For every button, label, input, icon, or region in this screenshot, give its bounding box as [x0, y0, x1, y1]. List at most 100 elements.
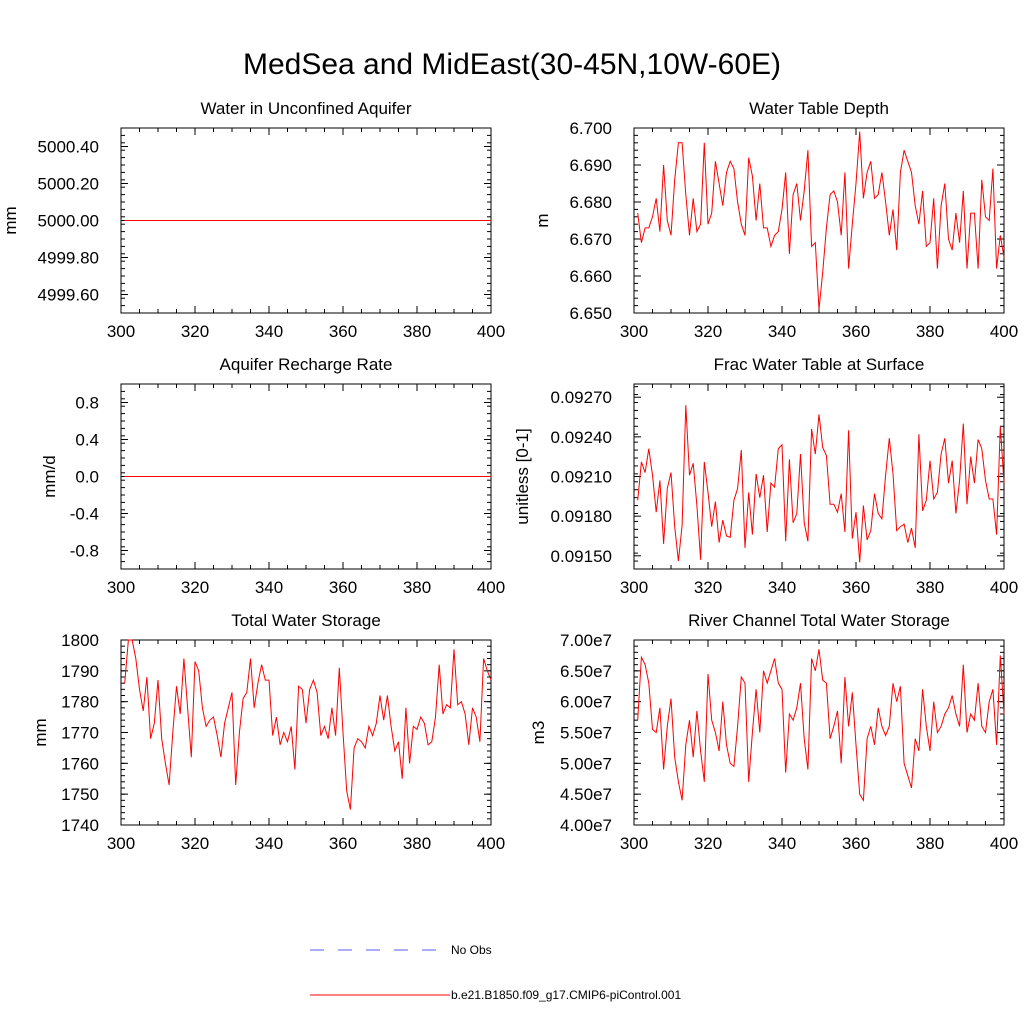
chart-panel-3: 300 320 340 360 380 400 -0.8 -0.4 0.0 0.4 0.8 Aquif… — [40, 355, 505, 597]
y-tick-label: 1800 — [61, 631, 99, 650]
x-tick-label: 400 — [477, 834, 505, 853]
y-tick-label: 0.8 — [75, 394, 99, 413]
y-tick-label: 0.4 — [75, 431, 99, 450]
y-tick-label: -0.8 — [70, 542, 99, 561]
y-tick-label: 4999.80 — [38, 249, 99, 268]
x-tick-label: 380 — [403, 834, 431, 853]
y-tick-label: 0.09270 — [551, 388, 612, 407]
y-tick-label: 6.690 — [569, 156, 612, 175]
y-tick-label: 1790 — [61, 662, 99, 681]
y-tick-label: 0.09210 — [551, 468, 612, 487]
x-tick-label: 300 — [107, 834, 135, 853]
x-tick-label: 400 — [990, 578, 1018, 597]
x-tick-label: 400 — [990, 834, 1018, 853]
plot-frame — [120, 639, 492, 826]
x-tick-label: 360 — [842, 322, 870, 341]
x-tick-label: 300 — [107, 322, 135, 341]
legend-obs-line — [310, 949, 450, 951]
x-tick-label: 340 — [768, 834, 796, 853]
x-tick-label: 400 — [477, 578, 505, 597]
x-tick-label: 340 — [255, 322, 283, 341]
plot-frame — [633, 383, 1005, 570]
y-tick-label: 0.09240 — [551, 428, 612, 447]
panel-title: River Channel Total Water Storage — [688, 611, 950, 630]
x-tick-label: 340 — [255, 834, 283, 853]
x-tick-label: 360 — [329, 578, 357, 597]
x-tick-label: 380 — [916, 834, 944, 853]
x-tick-label: 300 — [107, 578, 135, 597]
x-tick-label: 320 — [694, 834, 722, 853]
y-tick-label: 4.50e7 — [560, 785, 612, 804]
chart-panel-1: 300 320 340 360 380 400 4999.60 4999.80 5000.00 5… — [1, 99, 505, 341]
y-tick-label: 6.650 — [569, 304, 612, 323]
x-tick-label: 320 — [181, 322, 209, 341]
y-tick-label: 5.00e7 — [560, 754, 612, 773]
legend-obs-label: No Obs — [451, 943, 492, 957]
x-tick-label: 300 — [620, 834, 648, 853]
x-tick-label: 360 — [842, 834, 870, 853]
x-tick-label: 340 — [768, 322, 796, 341]
plot-frame — [633, 127, 1005, 314]
y-tick-label: 0.09150 — [551, 547, 612, 566]
chart-panel-6: 300 320 340 360 380 400 4.00e7 4.50e7 5.00e7 5.50… — [529, 611, 1018, 853]
plot-frame — [633, 639, 1005, 826]
x-tick-label: 380 — [403, 322, 431, 341]
y-tick-label: 6.50e7 — [560, 662, 612, 681]
x-tick-label: 360 — [842, 578, 870, 597]
y-tick-label: 6.00e7 — [560, 693, 612, 712]
y-tick-label: 1770 — [61, 724, 99, 743]
x-tick-label: 340 — [255, 578, 283, 597]
y-tick-label: 6.660 — [569, 267, 612, 286]
panel-title: Water Table Depth — [749, 99, 889, 118]
x-tick-label: 320 — [181, 834, 209, 853]
y-tick-label: 0.0 — [75, 468, 99, 487]
x-tick-label: 300 — [620, 322, 648, 341]
legend-model-line — [310, 994, 450, 996]
page-title: MedSea and MidEast(30-45N,10W-60E) — [242, 48, 782, 81]
x-tick-label: 400 — [477, 322, 505, 341]
x-tick-label: 300 — [620, 578, 648, 597]
y-tick-label: 5000.20 — [38, 175, 99, 194]
x-tick-label: 360 — [329, 834, 357, 853]
y-axis-label: mm/d — [40, 455, 59, 498]
x-tick-label: 380 — [403, 578, 431, 597]
y-tick-label: -0.4 — [70, 505, 99, 524]
y-axis-label: mm — [31, 718, 50, 746]
panel-title: Aquifer Recharge Rate — [220, 355, 393, 374]
y-tick-label: 5000.40 — [38, 138, 99, 157]
y-axis-label: mm — [1, 206, 20, 234]
y-tick-label: 1750 — [61, 785, 99, 804]
y-axis-label: m — [533, 213, 552, 227]
x-tick-label: 320 — [694, 322, 722, 341]
panel-title: Water in Unconfined Aquifer — [200, 99, 411, 118]
y-tick-label: 1780 — [61, 693, 99, 712]
x-tick-label: 340 — [768, 578, 796, 597]
y-tick-label: 6.670 — [569, 230, 612, 249]
x-tick-label: 360 — [329, 322, 357, 341]
y-tick-label: 6.680 — [569, 193, 612, 212]
y-tick-label: 0.09180 — [551, 507, 612, 526]
y-tick-label: 5000.00 — [38, 212, 99, 231]
series-line — [637, 649, 1005, 802]
y-tick-label: 1760 — [61, 754, 99, 773]
y-tick-label: 4999.60 — [38, 286, 99, 305]
x-tick-label: 380 — [916, 578, 944, 597]
chart-panel-5: 300 320 340 360 380 400 1740 1750 1760 1770 1780 17… — [31, 611, 505, 853]
x-tick-label: 380 — [916, 322, 944, 341]
y-tick-label: 7.00e7 — [560, 631, 612, 650]
series-line — [124, 639, 492, 810]
y-axis-label: m3 — [529, 721, 548, 745]
series-line — [637, 405, 1005, 563]
y-axis-label: unitless [0-1] — [513, 428, 532, 524]
x-tick-label: 320 — [694, 578, 722, 597]
y-tick-label: 5.50e7 — [560, 724, 612, 743]
x-tick-label: 400 — [990, 322, 1018, 341]
legend-model-label: b.e21.B1850.f09_g17.CMIP6-piControl.001 — [451, 988, 682, 1002]
panel-title: Total Water Storage — [231, 611, 381, 630]
panel-title: Frac Water Table at Surface — [714, 355, 925, 374]
series-line — [637, 131, 1005, 310]
x-tick-label: 320 — [181, 578, 209, 597]
chart-panel-2: 300 320 340 360 380 400 6.650 6.660 6.670 6.680 6.… — [533, 99, 1018, 341]
y-tick-label: 1740 — [61, 816, 99, 835]
